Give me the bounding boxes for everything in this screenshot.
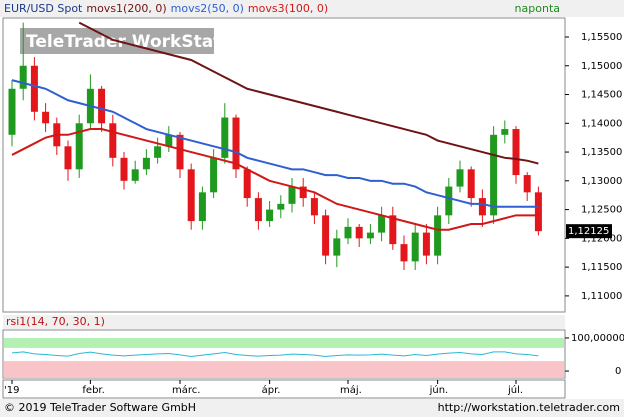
candle-body bbox=[490, 134, 498, 216]
x-tick-label: ápr. bbox=[262, 384, 281, 396]
candle-body bbox=[389, 215, 397, 245]
candle-body bbox=[109, 123, 117, 158]
legend-entry: movs2(50, 0) bbox=[171, 2, 244, 15]
rsi-tick-label: 0 bbox=[615, 366, 621, 377]
candle-body bbox=[534, 192, 542, 232]
candle-body bbox=[64, 146, 72, 170]
rsi-band bbox=[4, 361, 564, 378]
candle-body bbox=[75, 123, 83, 170]
candle-body bbox=[30, 65, 38, 112]
rsi-band bbox=[4, 337, 564, 348]
candle-body bbox=[411, 232, 419, 262]
watermark: TeleTrader WorkStation bbox=[26, 32, 251, 52]
legend-entry: movs3(100, 0) bbox=[248, 2, 328, 15]
candle-body bbox=[422, 232, 430, 256]
y-tick-label: 1,13000 bbox=[581, 176, 622, 187]
candle-body bbox=[176, 134, 184, 170]
candle-body bbox=[165, 134, 173, 147]
candle-body bbox=[98, 88, 106, 124]
candle-body bbox=[42, 111, 50, 124]
rsi-line bbox=[11, 351, 539, 357]
x-tick-label: '19 bbox=[4, 385, 19, 396]
candle-body bbox=[19, 65, 27, 89]
rsi-tick-label: 100,00000 bbox=[571, 333, 624, 344]
candle-body bbox=[333, 238, 341, 256]
candle-body bbox=[310, 198, 318, 216]
candle-body bbox=[232, 117, 240, 170]
candle-body bbox=[210, 157, 218, 193]
candle-body bbox=[344, 226, 352, 239]
candle-body bbox=[355, 226, 363, 239]
legend-entry: movs1(200, 0) bbox=[86, 2, 166, 15]
candle-body bbox=[501, 129, 509, 135]
y-tick-label: 1,12000 bbox=[581, 233, 622, 244]
candle-body bbox=[445, 186, 453, 216]
candle-body bbox=[322, 215, 330, 256]
candle-body bbox=[198, 192, 206, 222]
y-tick-label: 1,13500 bbox=[581, 147, 622, 158]
chart-title: EUR/USD Spot bbox=[4, 2, 83, 15]
candle-body bbox=[366, 232, 374, 239]
candle-body bbox=[142, 157, 150, 170]
candle-body bbox=[467, 169, 475, 199]
last-price-box bbox=[566, 224, 612, 239]
candle-body bbox=[120, 157, 128, 181]
y-tick-label: 1,15500 bbox=[581, 32, 622, 43]
candle-body bbox=[221, 117, 229, 158]
x-tick-label: jún. bbox=[429, 384, 449, 396]
candle-body bbox=[277, 203, 285, 210]
footer-bar bbox=[0, 399, 624, 417]
y-tick-label: 1,12500 bbox=[581, 205, 622, 216]
copyright: © 2019 TeleTrader Software GmbH bbox=[4, 401, 196, 414]
candle-body bbox=[8, 88, 16, 135]
candle-body bbox=[187, 169, 195, 222]
y-tick-label: 1,15000 bbox=[581, 61, 622, 72]
footer-url: http://workstation.teletrader.com bbox=[438, 401, 620, 414]
candle-body bbox=[523, 175, 531, 193]
y-tick-label: 1,11500 bbox=[581, 262, 622, 273]
candle-body bbox=[288, 186, 296, 204]
candle-body bbox=[378, 215, 386, 233]
candle-body bbox=[154, 146, 162, 158]
candle-body bbox=[131, 169, 139, 181]
last-price-label: 1,12125 bbox=[568, 226, 609, 237]
candle-body bbox=[254, 198, 262, 222]
rsi-title: rsi1(14, 70, 30, 1) bbox=[6, 315, 105, 328]
candle-body bbox=[512, 129, 520, 176]
y-tick-label: 1,11000 bbox=[581, 291, 622, 302]
candle-body bbox=[243, 169, 251, 199]
candle-body bbox=[456, 169, 464, 187]
candle-body bbox=[478, 198, 486, 216]
ma-line bbox=[78, 21, 539, 165]
date-axis bbox=[2, 379, 566, 399]
x-tick-label: márc. bbox=[172, 384, 200, 396]
ma-line bbox=[11, 128, 539, 231]
header-bar bbox=[0, 0, 624, 17]
candle-body bbox=[266, 209, 274, 222]
candle-body bbox=[434, 215, 442, 256]
y-tick-label: 1,14000 bbox=[581, 118, 622, 129]
x-tick-label: máj. bbox=[340, 384, 362, 396]
ma-line bbox=[11, 79, 539, 208]
x-tick-label: febr. bbox=[82, 385, 104, 396]
rsi-header bbox=[3, 315, 565, 329]
price-panel bbox=[2, 17, 566, 313]
candle-body bbox=[299, 186, 307, 199]
y-tick-label: 1,14500 bbox=[581, 90, 622, 101]
candle-body bbox=[400, 244, 408, 262]
x-tick-label: júl. bbox=[507, 384, 523, 396]
interval-label: naponta bbox=[515, 2, 560, 15]
